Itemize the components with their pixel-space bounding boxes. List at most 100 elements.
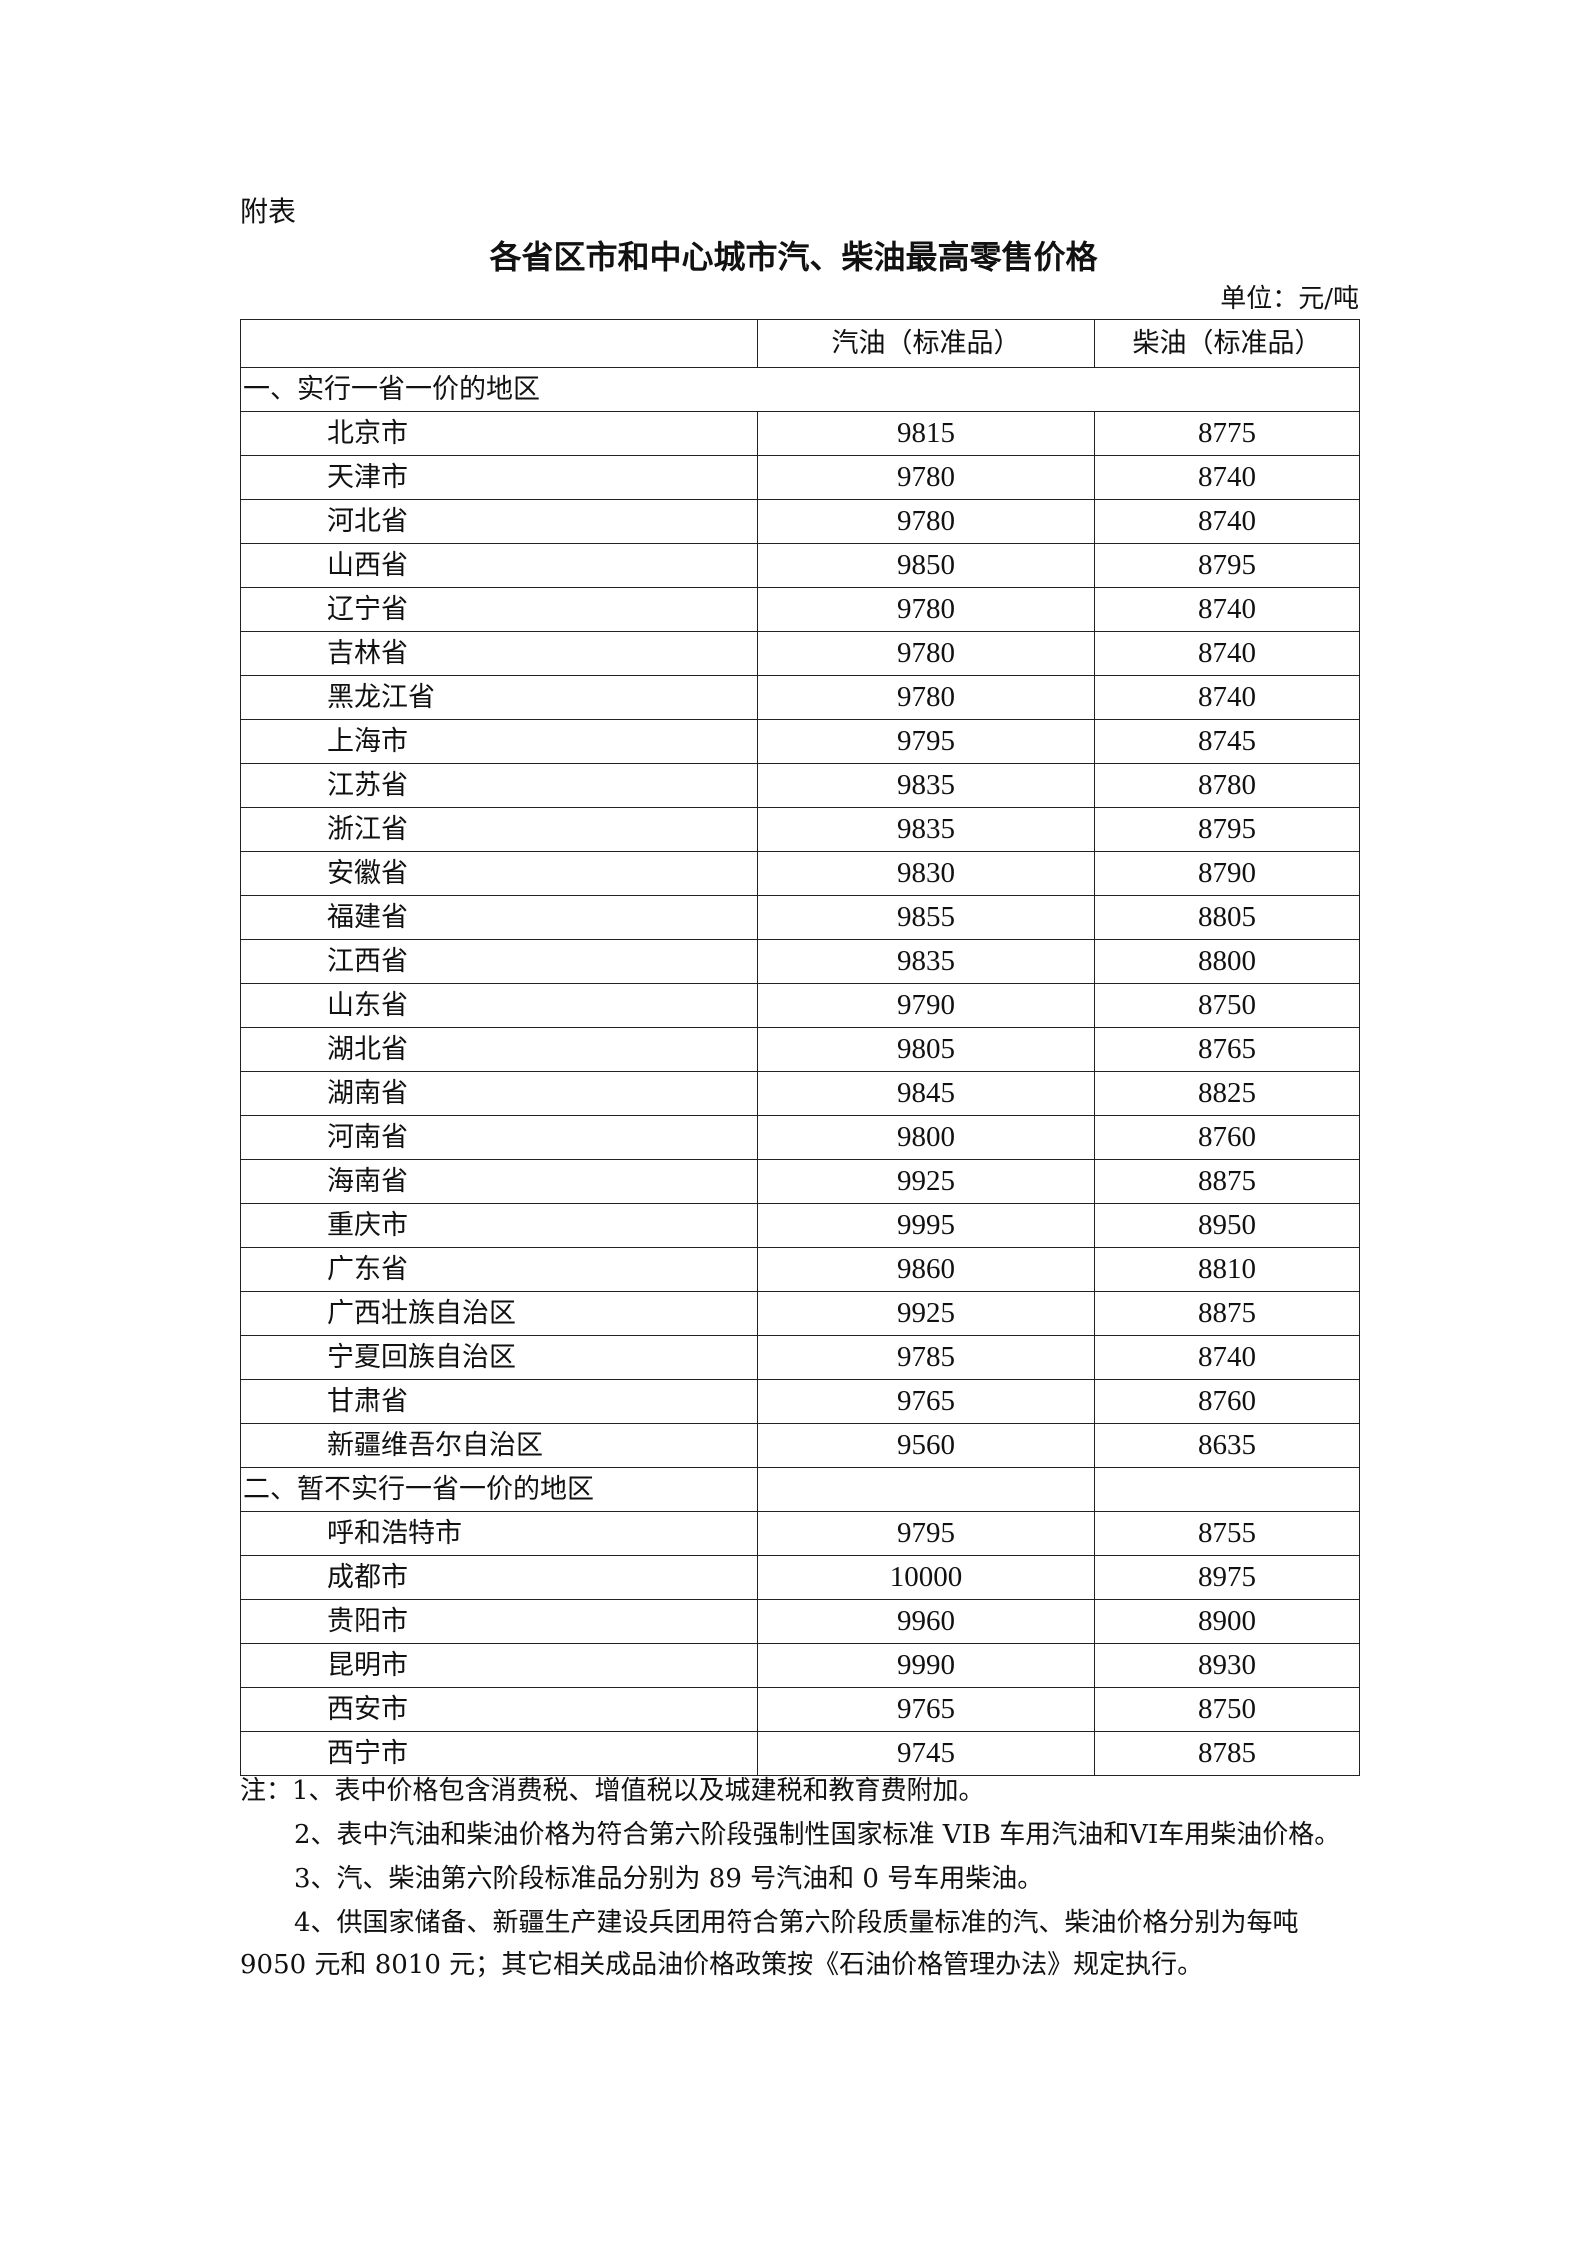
section-title: 一、实行一省一价的地区: [240, 367, 1360, 412]
region-cell: 海南省: [240, 1159, 758, 1204]
gasoline-price-cell: 9990: [757, 1643, 1095, 1688]
diesel-price-cell: 8745: [1094, 719, 1360, 764]
diesel-price-cell: 8795: [1094, 807, 1360, 852]
diesel-price-cell: 8740: [1094, 631, 1360, 676]
diesel-price-cell: 8805: [1094, 895, 1360, 940]
gasoline-price-cell: 9860: [757, 1247, 1095, 1292]
table-row: 浙江省 9835 8795: [240, 807, 1360, 852]
region-cell: 山西省: [240, 543, 758, 588]
diesel-price-cell: 8950: [1094, 1203, 1360, 1248]
gasoline-price-cell: 9960: [757, 1599, 1095, 1644]
header-gasoline: 汽油（标准品）: [757, 319, 1095, 368]
region-cell: 贵阳市: [240, 1599, 758, 1644]
gasoline-price-cell: 9925: [757, 1159, 1095, 1204]
gasoline-price-cell: 9795: [757, 1511, 1095, 1556]
table-row: 西宁市 9745 8785: [240, 1731, 1360, 1776]
table-row: 海南省 9925 8875: [240, 1159, 1360, 1204]
gasoline-price-cell: 9780: [757, 499, 1095, 544]
region-cell: 天津市: [240, 455, 758, 500]
section-title: 二、暂不实行一省一价的地区: [240, 1467, 758, 1512]
region-cell: 湖北省: [240, 1027, 758, 1072]
table-row: 吉林省 9780 8740: [240, 631, 1360, 676]
region-cell: 北京市: [240, 411, 758, 456]
table-row: 湖南省 9845 8825: [240, 1071, 1360, 1116]
table-row: 河南省 9800 8760: [240, 1115, 1360, 1160]
diesel-price-cell: 8755: [1094, 1511, 1360, 1556]
gasoline-price-cell: 9835: [757, 763, 1095, 808]
table-row: 北京市 9815 8775: [240, 411, 1360, 456]
note-3: 3、汽、柴油第六阶段标准品分别为 89 号汽油和 0 号车用柴油。: [294, 1864, 1044, 1894]
table-row: 贵阳市 9960 8900: [240, 1599, 1360, 1644]
region-cell: 甘肃省: [240, 1379, 758, 1424]
gasoline-price-cell: 9780: [757, 675, 1095, 720]
table-header-row: 汽油（标准品） 柴油（标准品）: [240, 319, 1360, 368]
table-row: 重庆市 9995 8950: [240, 1203, 1360, 1248]
table-row: 江西省 9835 8800: [240, 939, 1360, 984]
gasoline-price-cell: 9830: [757, 851, 1095, 896]
diesel-price-cell: 8825: [1094, 1071, 1360, 1116]
unit-label: 单位：元/吨: [1220, 284, 1359, 314]
table-row: 昆明市 9990 8930: [240, 1643, 1360, 1688]
region-cell: 呼和浩特市: [240, 1511, 758, 1556]
gasoline-price-cell: 10000: [757, 1555, 1095, 1600]
region-cell: 江苏省: [240, 763, 758, 808]
section-row: 二、暂不实行一省一价的地区: [240, 1467, 1360, 1512]
region-cell: 重庆市: [240, 1203, 758, 1248]
document-title: 各省区市和中心城市汽、柴油最高零售价格: [489, 238, 1098, 276]
table-row: 湖北省 9805 8765: [240, 1027, 1360, 1072]
region-cell: 成都市: [240, 1555, 758, 1600]
diesel-price-cell: 8760: [1094, 1379, 1360, 1424]
diesel-price-cell: 8740: [1094, 675, 1360, 720]
diesel-price-cell: 8800: [1094, 939, 1360, 984]
region-cell: 辽宁省: [240, 587, 758, 632]
region-cell: 西安市: [240, 1687, 758, 1732]
gasoline-price-cell: 9845: [757, 1071, 1095, 1116]
table-row: 江苏省 9835 8780: [240, 763, 1360, 808]
region-cell: 山东省: [240, 983, 758, 1028]
notes: 注：1、表中价格包含消费税、增值税以及城建税和教育费附加。 2、表中汽油和柴油价…: [240, 1770, 1360, 1988]
region-cell: 西宁市: [240, 1731, 758, 1776]
table-row: 黑龙江省 9780 8740: [240, 675, 1360, 720]
empty-cell: [757, 1467, 1095, 1512]
diesel-price-cell: 8810: [1094, 1247, 1360, 1292]
diesel-price-cell: 8740: [1094, 455, 1360, 500]
gasoline-price-cell: 9925: [757, 1291, 1095, 1336]
diesel-price-cell: 8750: [1094, 983, 1360, 1028]
attachment-label: 附表: [240, 195, 297, 228]
table-row: 河北省 9780 8740: [240, 499, 1360, 544]
diesel-price-cell: 8875: [1094, 1291, 1360, 1336]
table-row: 山东省 9790 8750: [240, 983, 1360, 1028]
gasoline-price-cell: 9795: [757, 719, 1095, 764]
region-cell: 上海市: [240, 719, 758, 764]
region-cell: 江西省: [240, 939, 758, 984]
gasoline-price-cell: 9815: [757, 411, 1095, 456]
note-4: 4、供国家储备、新疆生产建设兵团用符合第六阶段质量标准的汽、柴油价格分别为每吨 …: [240, 1908, 1299, 1980]
gasoline-price-cell: 9805: [757, 1027, 1095, 1072]
table-row: 广西壮族自治区 9925 8875: [240, 1291, 1360, 1336]
gasoline-price-cell: 9835: [757, 939, 1095, 984]
gasoline-price-cell: 9560: [757, 1423, 1095, 1468]
diesel-price-cell: 8765: [1094, 1027, 1360, 1072]
table-row: 山西省 9850 8795: [240, 543, 1360, 588]
diesel-price-cell: 8875: [1094, 1159, 1360, 1204]
region-cell: 宁夏回族自治区: [240, 1335, 758, 1380]
table-row: 安徽省 9830 8790: [240, 851, 1360, 896]
region-cell: 新疆维吾尔自治区: [240, 1423, 758, 1468]
diesel-price-cell: 8900: [1094, 1599, 1360, 1644]
gasoline-price-cell: 9850: [757, 543, 1095, 588]
diesel-price-cell: 8760: [1094, 1115, 1360, 1160]
table-row: 宁夏回族自治区 9785 8740: [240, 1335, 1360, 1380]
diesel-price-cell: 8795: [1094, 543, 1360, 588]
table-row: 辽宁省 9780 8740: [240, 587, 1360, 632]
region-cell: 昆明市: [240, 1643, 758, 1688]
gasoline-price-cell: 9855: [757, 895, 1095, 940]
region-cell: 湖南省: [240, 1071, 758, 1116]
region-cell: 浙江省: [240, 807, 758, 852]
diesel-price-cell: 8975: [1094, 1555, 1360, 1600]
diesel-price-cell: 8740: [1094, 587, 1360, 632]
region-cell: 黑龙江省: [240, 675, 758, 720]
table-row: 新疆维吾尔自治区 9560 8635: [240, 1423, 1360, 1468]
empty-cell: [1094, 1467, 1360, 1512]
region-cell: 广东省: [240, 1247, 758, 1292]
region-cell: 福建省: [240, 895, 758, 940]
